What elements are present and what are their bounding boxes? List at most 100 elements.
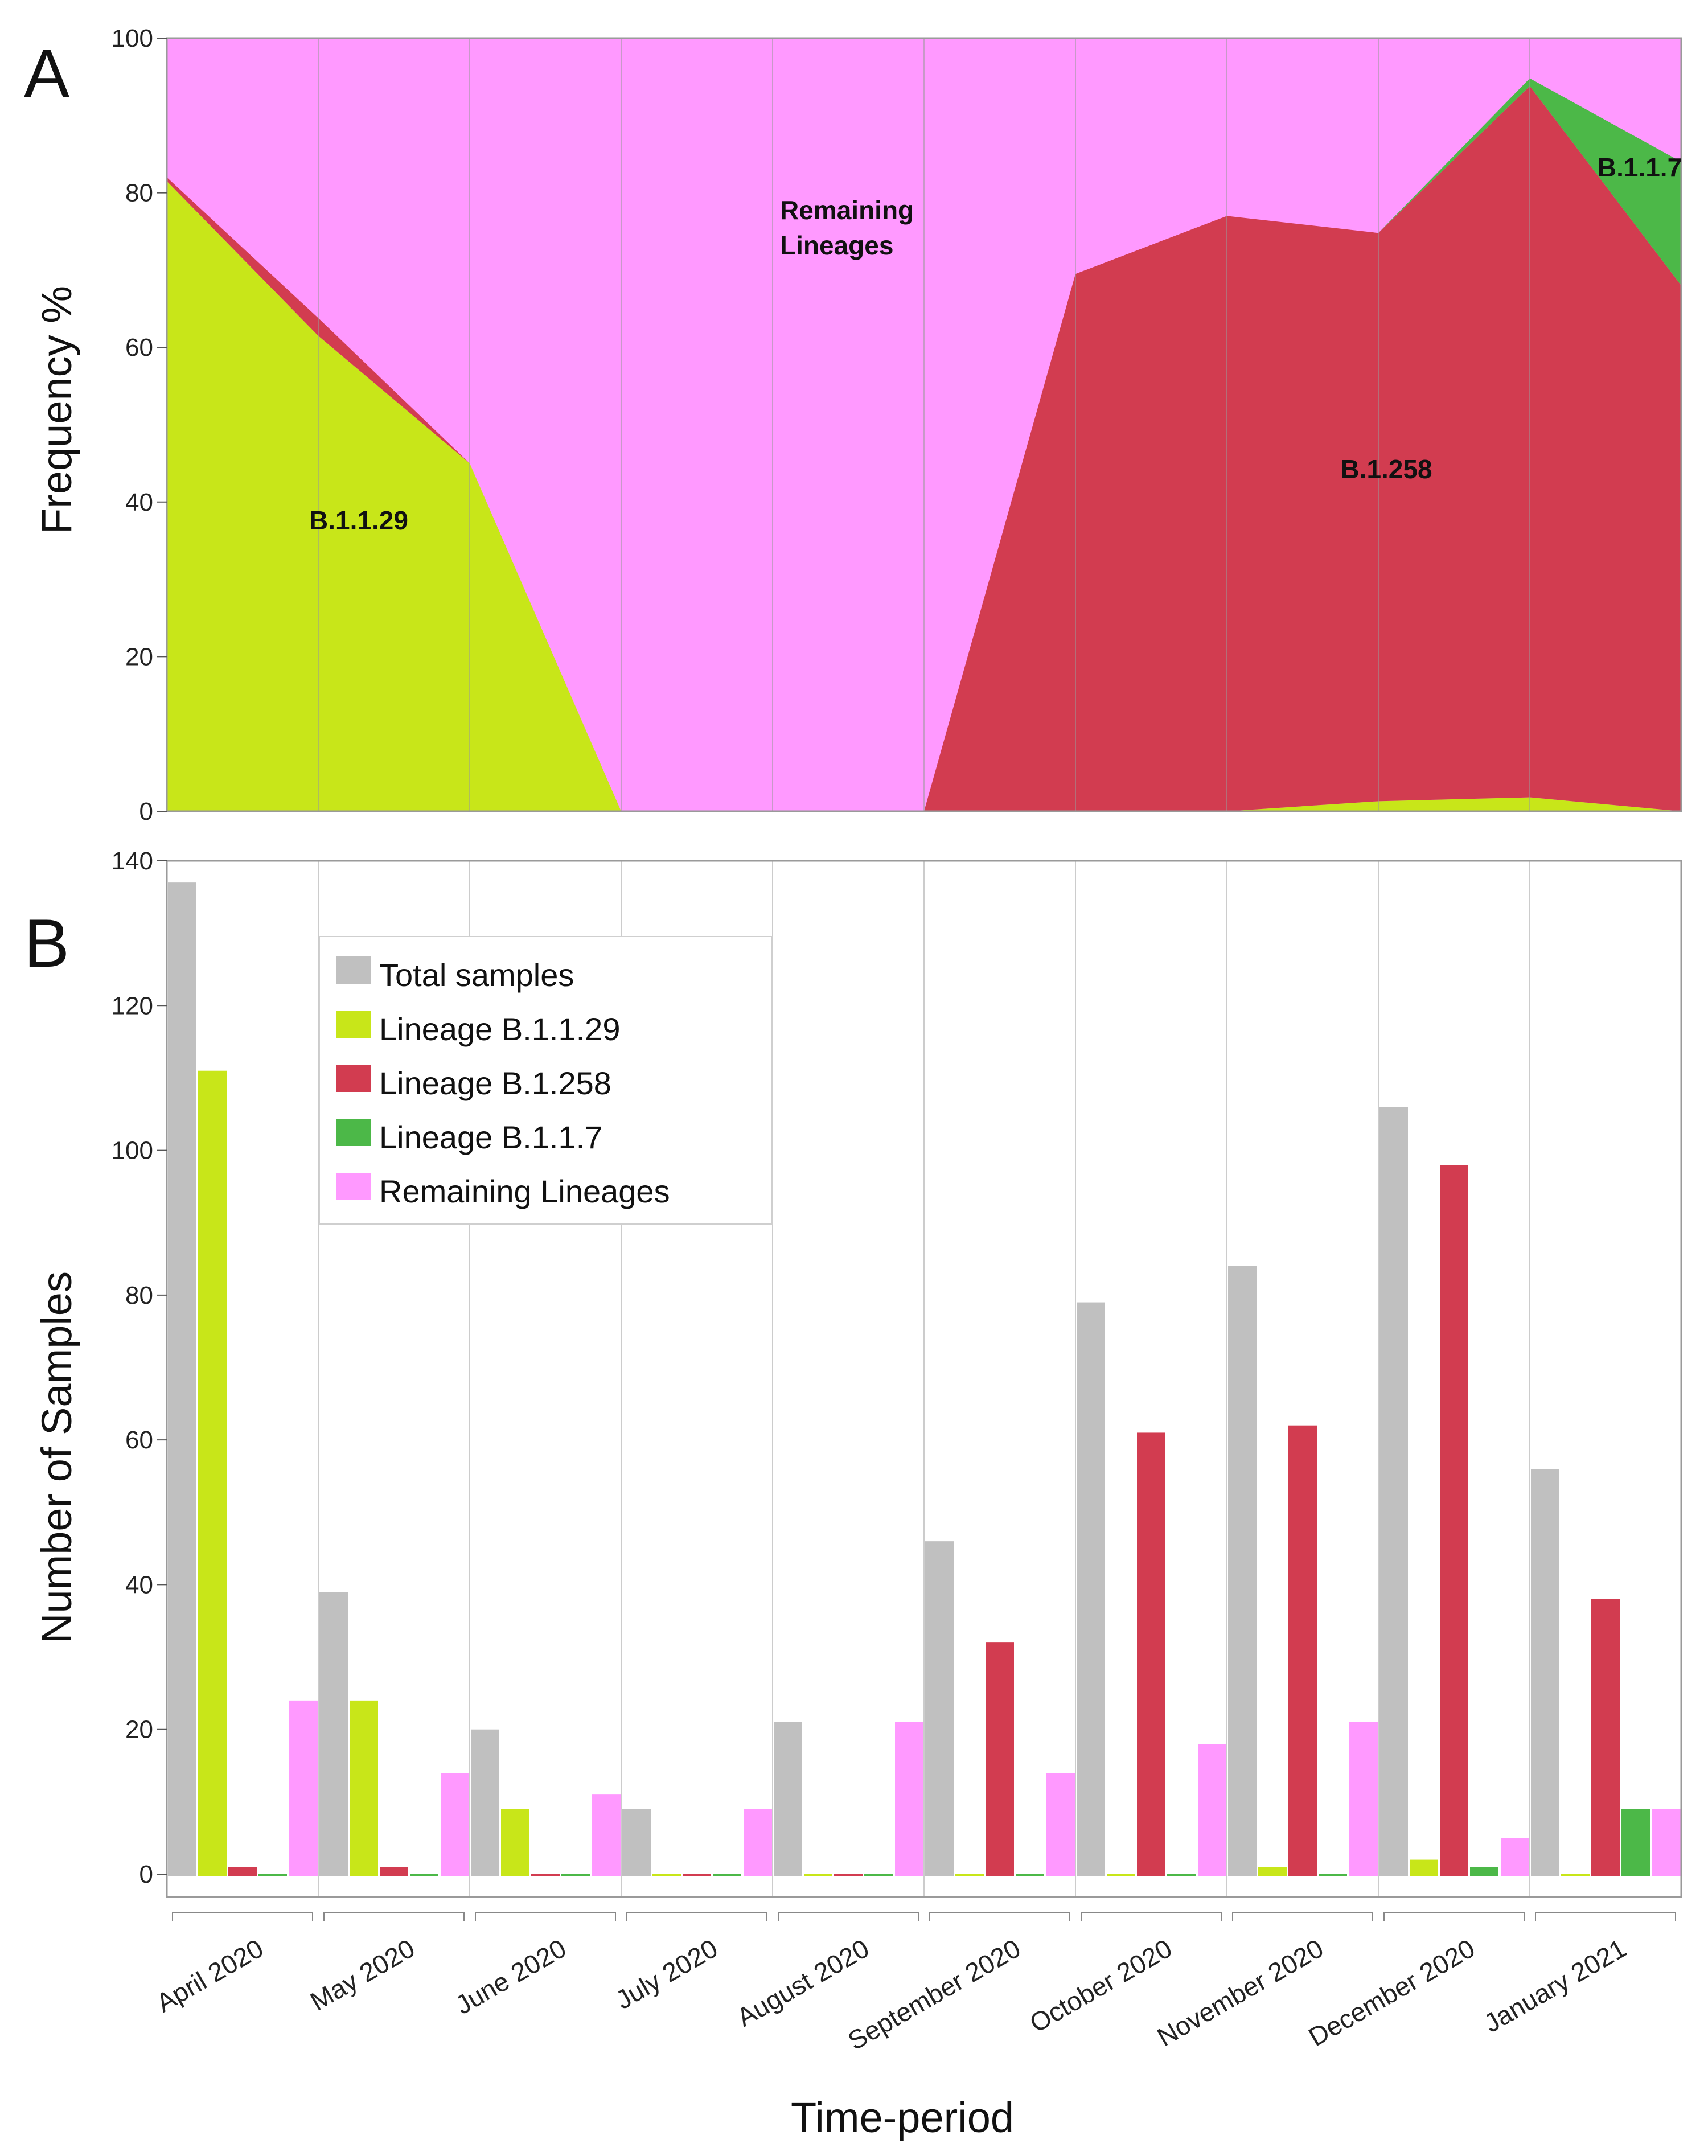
y-tick-label: 120 <box>112 992 153 1020</box>
category-bracket <box>929 1912 1070 1921</box>
panel-b: B 0 20 40 60 80 100 120 140 April 2020 May 2020 J… <box>24 847 1682 2141</box>
bar-b1258 <box>834 1874 863 1876</box>
category-bracket <box>1081 1912 1222 1921</box>
y-tick-label: 100 <box>112 24 153 52</box>
panel-a-letter: A <box>24 35 69 112</box>
bar-remaining <box>1501 1838 1529 1876</box>
legend: Total samples Lineage B.1.1.29 Lineage B.1… <box>319 936 773 1225</box>
bar-b1129 <box>1258 1867 1287 1876</box>
panel-a-frame <box>166 37 1682 812</box>
legend-label-total: Total samples <box>379 957 574 993</box>
bar-b1258 <box>531 1874 560 1876</box>
category-bracket <box>778 1912 919 1921</box>
x-tick-label: May 2020 <box>305 1933 420 2017</box>
panel-a-y-axis-title: Frequency % <box>33 286 80 534</box>
x-tick-label: July 2020 <box>610 1933 722 2015</box>
area-label-b117: B.1.1.7 <box>1598 153 1682 182</box>
bar-remaining <box>289 1700 318 1876</box>
y-tick-label: 20 <box>125 1716 153 1744</box>
category-bracket <box>626 1912 767 1921</box>
bar-b1258 <box>1591 1599 1620 1876</box>
area-label-b1258: B.1.258 <box>1340 454 1432 484</box>
panel-b-y-axis-title: Number of Samples <box>33 1271 80 1644</box>
bar-b1129 <box>652 1874 681 1876</box>
bar-b117 <box>1167 1874 1196 1876</box>
bar-remaining <box>1652 1809 1681 1876</box>
bar-total <box>471 1729 499 1876</box>
area-label-b1129: B.1.1.29 <box>309 506 408 535</box>
legend-label-b1258: Lineage B.1.258 <box>379 1065 611 1101</box>
bar-total <box>925 1541 954 1876</box>
bar-remaining <box>592 1794 621 1876</box>
bar-b1129 <box>1561 1874 1590 1876</box>
legend-swatch-b117 <box>336 1119 371 1146</box>
bar-remaining <box>441 1773 469 1876</box>
y-tick-label: 80 <box>125 1282 153 1309</box>
bar-total <box>622 1809 651 1876</box>
bar-b1258 <box>1288 1425 1317 1876</box>
panel-b-letter: B <box>24 905 69 982</box>
x-tick-label: September 2020 <box>843 1933 1025 2056</box>
category-bracket <box>323 1912 465 1921</box>
y-tick-label: 0 <box>139 798 153 826</box>
y-tick-label: 60 <box>125 334 153 362</box>
category-bracket <box>172 1912 313 1921</box>
bar-total <box>1531 1469 1559 1876</box>
category-bracket <box>1232 1912 1373 1921</box>
y-tick-label: 0 <box>139 1861 153 1888</box>
bar-total <box>1379 1107 1408 1876</box>
legend-label-remaining: Remaining Lineages <box>379 1173 670 1209</box>
bar-b1129 <box>198 1070 227 1876</box>
area-label-remaining-line2: Lineages <box>780 231 893 260</box>
panel-a: A 0 20 40 60 80 100 Frequency % B.1.1.29 B.1.… <box>24 24 1682 826</box>
y-tick-label: 40 <box>125 488 153 516</box>
bar-b1258 <box>1137 1432 1165 1876</box>
bar-remaining <box>1349 1722 1378 1876</box>
bar-b1129 <box>501 1809 529 1876</box>
panel-a-y-ticks: 0 20 40 60 80 100 <box>112 24 167 826</box>
bar-b1258 <box>683 1874 711 1876</box>
bar-b1129 <box>1410 1859 1438 1876</box>
bar-total <box>1077 1302 1105 1876</box>
bar-b117 <box>1470 1867 1498 1876</box>
x-tick-label: January 2021 <box>1479 1933 1631 2038</box>
bar-b1129 <box>804 1874 832 1876</box>
bar-b1129 <box>955 1874 984 1876</box>
panel-b-x-categories: April 2020 May 2020 June 2020 July 2020 Augu… <box>151 1912 1676 2056</box>
x-tick-label: October 2020 <box>1025 1933 1177 2038</box>
bar-remaining <box>1198 1744 1226 1876</box>
y-tick-label: 80 <box>125 179 153 207</box>
x-tick-label: December 2020 <box>1304 1933 1480 2052</box>
category-bracket <box>1535 1912 1676 1921</box>
bar-b1129 <box>1107 1874 1135 1876</box>
panel-b-frame <box>166 860 1682 1898</box>
area-b1258 <box>167 86 1681 811</box>
legend-swatch-total <box>336 956 371 984</box>
x-tick-label: November 2020 <box>1152 1933 1328 2052</box>
bar-b117 <box>561 1874 590 1876</box>
legend-swatch-b1258 <box>336 1065 371 1092</box>
x-tick-label: August 2020 <box>732 1933 874 2032</box>
legend-box <box>319 936 773 1225</box>
bar-remaining <box>744 1809 772 1876</box>
panel-a-plot-area <box>166 37 1682 812</box>
bar-remaining <box>895 1722 923 1876</box>
bar-b1258 <box>986 1642 1014 1876</box>
bar-b117 <box>713 1874 741 1876</box>
y-tick-label: 140 <box>112 847 153 875</box>
bar-b117 <box>1621 1809 1650 1876</box>
panel-b-y-ticks: 0 20 40 60 80 100 120 140 <box>112 847 167 1888</box>
legend-swatch-b1129 <box>336 1011 371 1038</box>
bar-b117 <box>258 1874 287 1876</box>
bar-b117 <box>864 1874 893 1876</box>
bar-b117 <box>1319 1874 1347 1876</box>
bar-b1258 <box>380 1867 408 1876</box>
y-tick-label: 20 <box>125 643 153 671</box>
bar-total <box>319 1592 348 1876</box>
category-bracket <box>1383 1912 1525 1921</box>
panel-b-x-axis-title: Time-period <box>791 2094 1014 2141</box>
legend-swatch-remaining <box>336 1173 371 1200</box>
y-tick-label: 60 <box>125 1426 153 1454</box>
area-b1129 <box>167 181 1681 812</box>
